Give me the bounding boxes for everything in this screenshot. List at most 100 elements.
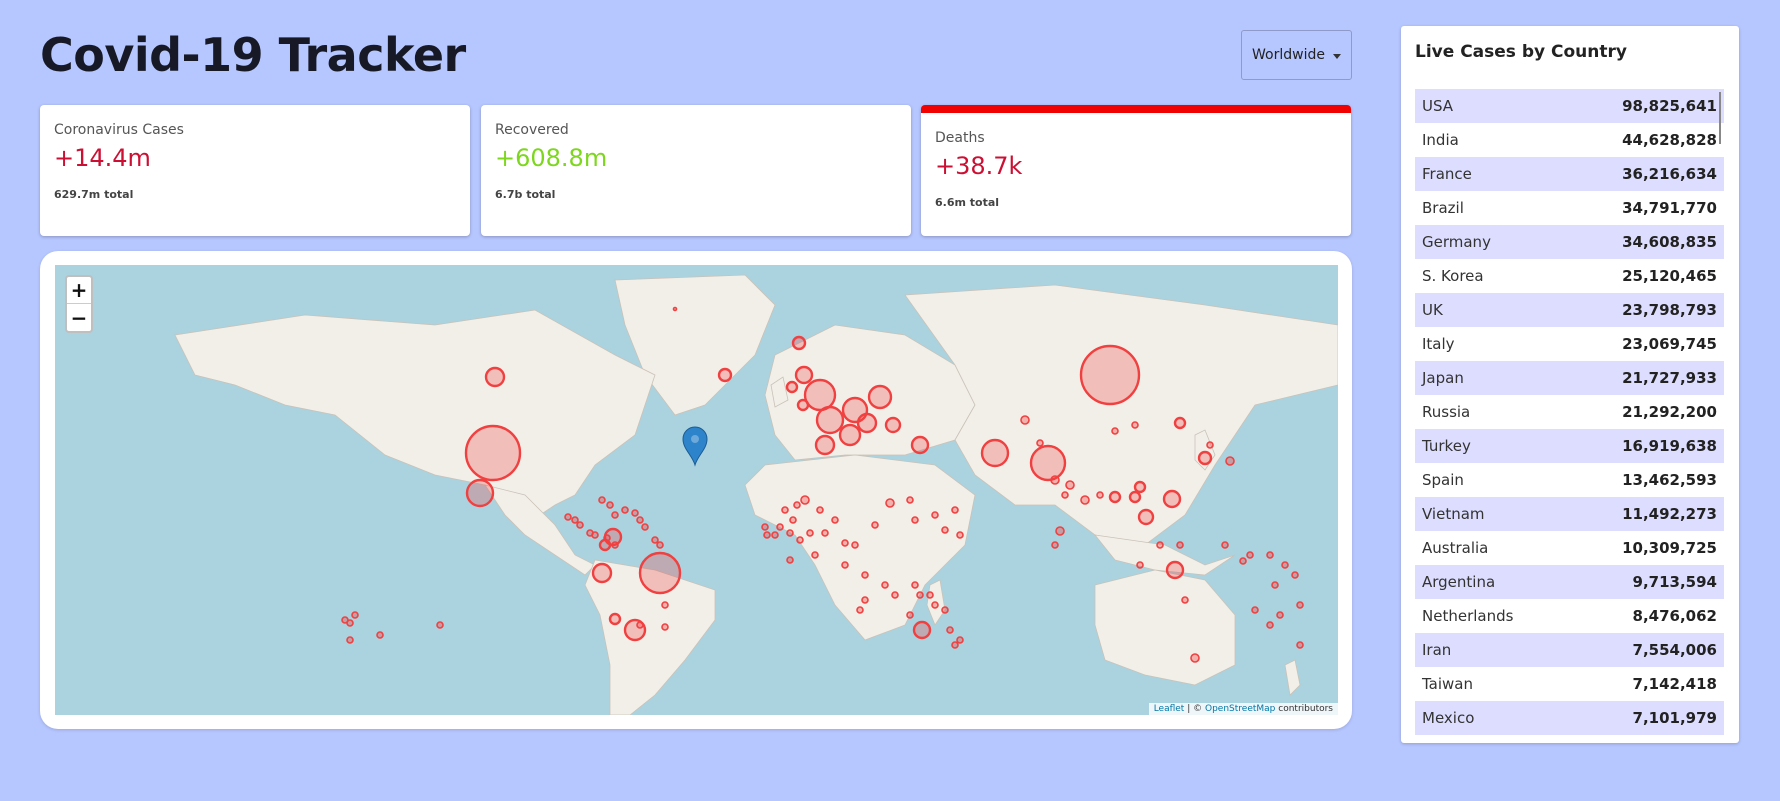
case-circle[interactable] [789,516,797,524]
table-scrollbar[interactable] [1719,92,1721,144]
case-circle[interactable] [1061,491,1069,499]
case-circle[interactable] [861,596,869,604]
case-circle[interactable] [661,601,669,609]
case-circle[interactable] [884,416,902,434]
case-circle[interactable] [603,534,611,542]
case-circle[interactable] [1176,541,1184,549]
case-circle[interactable] [484,366,506,388]
case-circle[interactable] [636,621,644,629]
case-circle[interactable] [1239,557,1247,565]
case-circle[interactable] [841,561,849,569]
case-circle[interactable] [916,591,924,599]
case-circle[interactable] [763,531,771,539]
case-circle[interactable] [815,405,845,435]
case-circle[interactable] [1156,541,1164,549]
case-circle[interactable] [891,591,899,599]
case-circle[interactable] [885,498,895,508]
case-circle[interactable] [376,631,384,639]
case-circle[interactable] [781,506,789,514]
case-circle[interactable] [717,367,733,383]
case-circle[interactable] [856,412,878,434]
case-circle[interactable] [911,516,919,524]
case-circle[interactable] [786,529,794,537]
case-circle[interactable] [1108,490,1122,504]
case-circle[interactable] [621,506,629,514]
case-circle[interactable] [564,513,572,521]
case-circle[interactable] [464,424,522,482]
deaths-card[interactable]: Deaths +38.7k 6.6m total [921,105,1351,236]
case-circle[interactable] [776,523,784,531]
case-circle[interactable] [631,509,639,517]
case-circle[interactable] [1055,526,1065,536]
case-circle[interactable] [871,521,879,529]
case-circle[interactable] [1291,571,1299,579]
map-canvas[interactable] [55,265,1338,715]
case-circle[interactable] [814,434,836,456]
case-circle[interactable] [956,636,964,644]
case-circle[interactable] [1190,653,1200,663]
case-circle[interactable] [793,501,801,509]
case-circle[interactable] [465,478,495,508]
case-circle[interactable] [867,384,893,410]
case-circle[interactable] [761,523,769,531]
case-circle[interactable] [806,529,814,537]
case-circle[interactable] [1036,439,1044,447]
country-select[interactable]: Worldwide [1241,30,1352,80]
case-circle[interactable] [598,496,606,504]
case-circle[interactable] [656,541,664,549]
leaflet-link[interactable]: Leaflet [1153,704,1185,714]
case-circle[interactable] [1020,415,1030,425]
case-circle[interactable] [571,516,579,524]
case-circle[interactable] [881,581,889,589]
case-circle[interactable] [1246,551,1254,559]
case-circle[interactable] [576,521,584,529]
case-circle[interactable] [800,495,810,505]
case-circle[interactable] [1296,641,1304,649]
case-circle[interactable] [1276,611,1284,619]
case-circle[interactable] [346,619,354,627]
case-circle[interactable] [351,611,359,619]
world-map[interactable]: + − Leaflet | © OpenStreetMap contributo… [55,265,1338,715]
case-circle[interactable] [796,536,804,544]
zoom-in-button[interactable]: + [67,277,91,304]
case-circle[interactable] [1029,444,1067,482]
case-circle[interactable] [1137,508,1155,526]
case-circle[interactable] [1206,441,1214,449]
case-circle[interactable] [651,536,659,544]
case-circle[interactable] [856,606,864,614]
case-circle[interactable] [1181,596,1189,604]
case-circle[interactable] [1096,491,1104,499]
case-circle[interactable] [803,378,837,412]
case-circle[interactable] [906,496,914,504]
zoom-out-button[interactable]: − [70,305,88,330]
case-circle[interactable] [1136,561,1144,569]
case-circle[interactable] [1165,560,1185,580]
case-circle[interactable] [811,551,819,559]
case-circle[interactable] [956,531,964,539]
case-circle[interactable] [906,611,914,619]
case-circle[interactable] [1050,475,1060,485]
case-circle[interactable] [841,539,849,547]
case-circle[interactable] [785,380,799,394]
case-circle[interactable] [1266,551,1274,559]
case-circle[interactable] [1271,581,1279,589]
case-circle[interactable] [1225,456,1235,466]
case-circle[interactable] [661,623,669,631]
case-circle[interactable] [1281,561,1289,569]
case-circle[interactable] [771,531,779,539]
case-circle[interactable] [1111,427,1119,435]
case-circle[interactable] [1221,541,1229,549]
case-circle[interactable] [436,621,444,629]
case-circle[interactable] [606,501,614,509]
case-circle[interactable] [636,516,644,524]
case-circle[interactable] [1131,421,1139,429]
case-circle[interactable] [931,511,939,519]
case-circle[interactable] [1197,450,1213,466]
case-circle[interactable] [1128,490,1142,504]
case-circle[interactable] [931,601,939,609]
case-circle[interactable] [1051,541,1059,549]
case-circle[interactable] [1173,416,1187,430]
case-circle[interactable] [851,541,859,549]
case-circle[interactable] [591,531,599,539]
case-circle[interactable] [1296,601,1304,609]
